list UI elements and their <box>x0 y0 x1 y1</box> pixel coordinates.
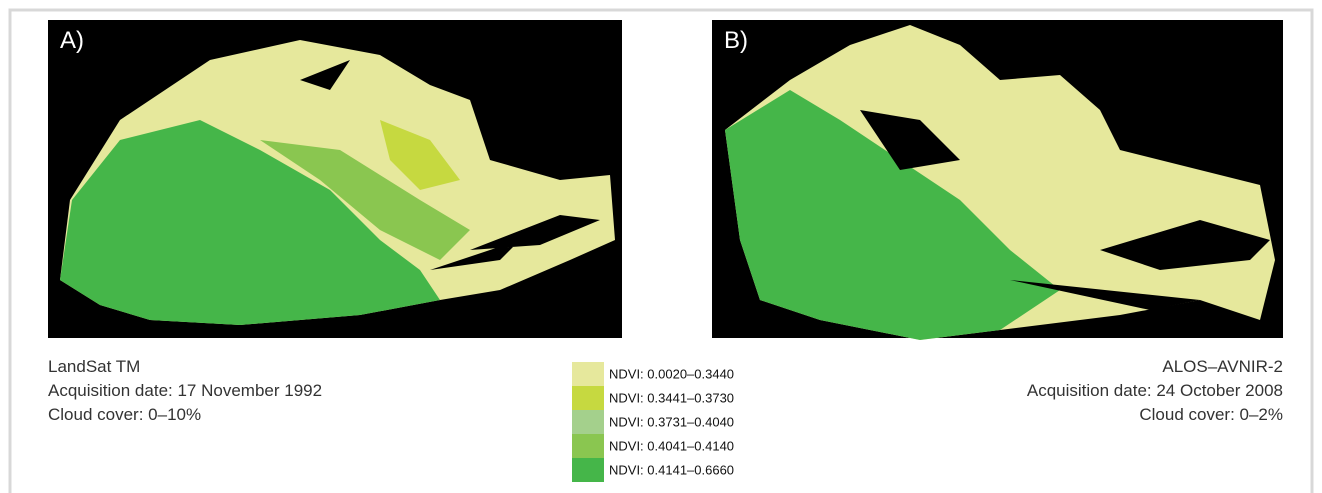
map-b <box>712 20 1283 340</box>
legend-label: NDVI: 0.3441–0.3730 <box>609 390 734 405</box>
map-a <box>48 20 622 338</box>
caption-line: ALOS–AVNIR-2 <box>1162 357 1283 376</box>
caption-line: Acquisition date: 24 October 2008 <box>1027 381 1283 400</box>
legend-swatch <box>572 434 604 458</box>
caption-line: Cloud cover: 0–10% <box>48 405 201 424</box>
legend-swatch <box>572 362 604 386</box>
legend-swatch <box>572 458 604 482</box>
caption-line: LandSat TM <box>48 357 140 376</box>
legend-label: NDVI: 0.4041–0.4140 <box>609 438 734 453</box>
frame <box>8 8 1314 493</box>
legend-label: NDVI: 0.4141–0.6660 <box>609 462 734 477</box>
caption-line: Cloud cover: 0–2% <box>1139 405 1283 424</box>
legend-swatch <box>572 386 604 410</box>
panel-label: B) <box>724 27 748 54</box>
legend-label: NDVI: 0.3731–0.4040 <box>609 414 734 429</box>
legend-swatch <box>572 410 604 434</box>
legend-label: NDVI: 0.0020–0.3440 <box>609 366 734 381</box>
caption-line: Acquisition date: 17 November 1992 <box>48 381 322 400</box>
panel-label: A) <box>60 27 84 54</box>
